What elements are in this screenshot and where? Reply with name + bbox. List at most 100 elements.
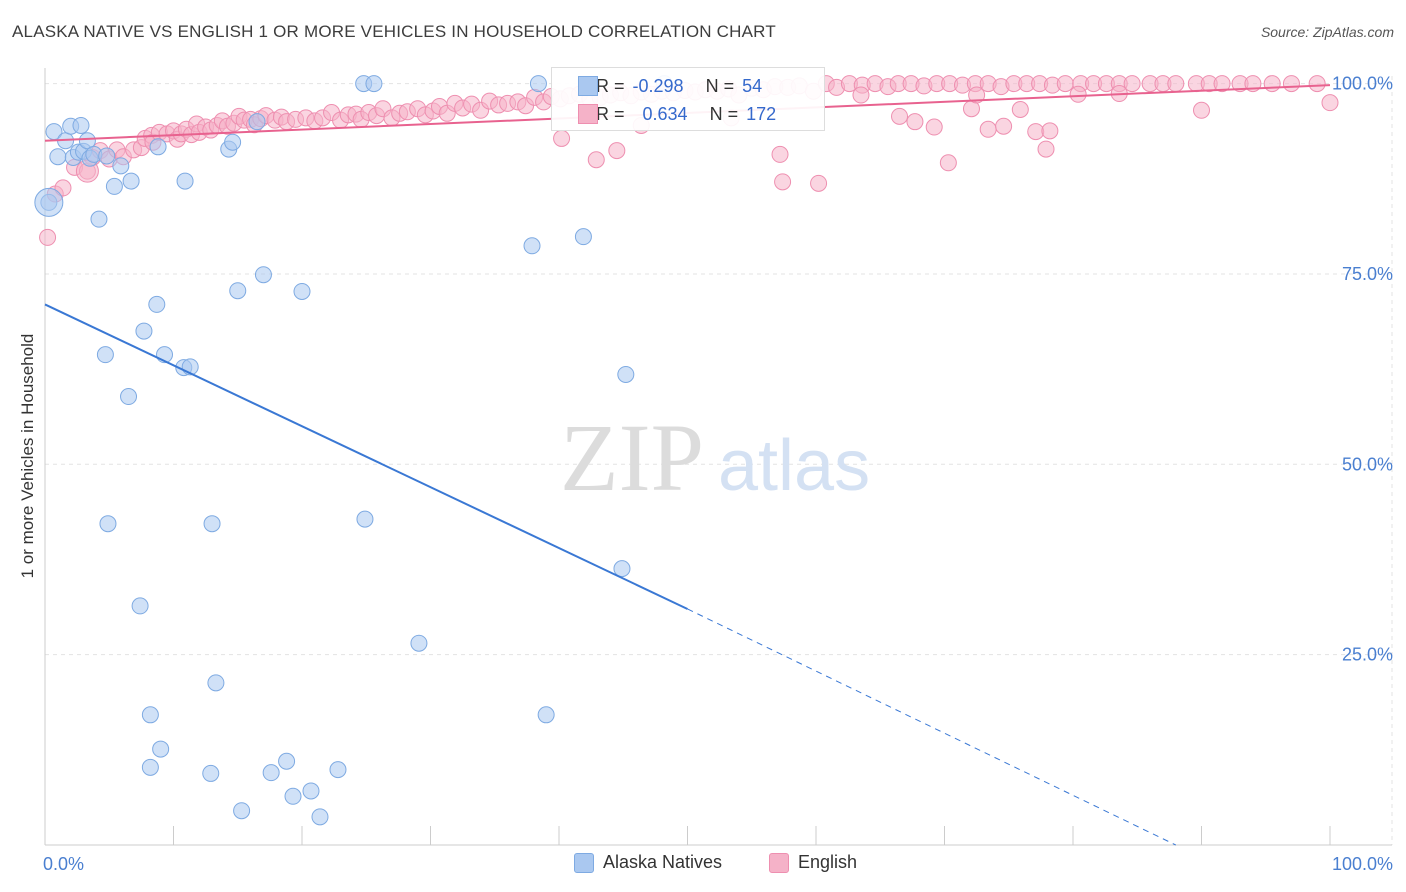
english-point (54, 179, 72, 197)
r-label: R = (596, 103, 625, 124)
alaska-natives-trend-extension (687, 608, 1177, 846)
legend-label: Alaska Natives (603, 852, 723, 872)
alaska-natives-point (410, 634, 428, 652)
tick-labels: 25.0% 50.0% 75.0% 100.0% 0.0% 100.0% (43, 74, 1393, 874)
alaska-natives-point (523, 237, 541, 255)
english-point (608, 142, 626, 160)
alaska-natives-point (141, 758, 159, 776)
alaska-natives-point (72, 116, 90, 134)
legend-label: English (798, 852, 858, 872)
n-label: N = (705, 75, 735, 96)
alaska-natives-point (248, 113, 266, 131)
english-point (979, 120, 997, 138)
y-axis-label: 1 or more Vehicles in Household (18, 333, 37, 579)
english-point (1282, 75, 1300, 93)
english-point (1263, 75, 1281, 93)
english-swatch (578, 104, 598, 124)
english-point (1069, 85, 1087, 103)
r-value: 0.634 (642, 103, 688, 124)
english-point (1027, 123, 1045, 141)
alaska-natives-point (120, 388, 138, 406)
alaska-natives-point (141, 706, 159, 724)
alaska-natives-swatch (578, 76, 598, 96)
alaska-natives-point (311, 808, 329, 826)
alaska-natives-point (176, 172, 194, 190)
r-label: R = (596, 75, 625, 96)
english-point (553, 129, 571, 147)
stats-legend: R = -0.298 N = 54 R = 0.634 N = 172 (551, 67, 825, 131)
english-point (1011, 101, 1029, 119)
alaska-natives-point (148, 295, 166, 313)
alaska-natives-point (207, 674, 225, 692)
english-point (1213, 75, 1231, 93)
alaska-natives-point (262, 764, 280, 782)
alaska-natives-point (78, 132, 96, 150)
r-value: -0.298 (632, 75, 684, 96)
alaska-natives-point (96, 346, 114, 364)
x-tick-label: 100.0% (1332, 854, 1393, 874)
alaska-natives-point (90, 210, 108, 228)
english-point (968, 86, 986, 104)
alaska-natives-trend-line (44, 303, 688, 610)
legend-item-alaska-natives[interactable]: Alaska Natives (574, 852, 722, 873)
alaska-natives-point (329, 761, 347, 779)
alaska-natives-point (122, 172, 140, 190)
alaska-natives-point (356, 510, 374, 528)
english-point (774, 173, 792, 191)
alaska-natives-point (112, 157, 130, 175)
y-tick-label: 50.0% (1342, 454, 1393, 474)
alaska-natives-point (574, 228, 592, 246)
english-point (891, 107, 909, 125)
alaska-natives-point (98, 147, 116, 165)
english-point (1321, 94, 1339, 112)
alaska-natives-point (233, 802, 251, 820)
alaska-natives-point (254, 266, 272, 284)
watermark-zip: ZIP (560, 404, 704, 511)
alaska-natives-point (617, 365, 635, 383)
english-point (939, 154, 957, 172)
y-tick-label: 75.0% (1342, 264, 1393, 284)
english-point (906, 113, 924, 131)
alaska-natives-point (105, 177, 123, 195)
english-point (1041, 122, 1059, 140)
english-point (810, 174, 828, 192)
alaska-natives-point (229, 282, 247, 300)
y-tick-label: 25.0% (1342, 645, 1393, 665)
english-point (1308, 75, 1326, 93)
alaska-natives-point (49, 148, 67, 166)
alaska-natives-point (202, 764, 220, 782)
watermark: ZIP atlas (560, 404, 870, 511)
alaska-natives-point (293, 282, 311, 300)
alaska-natives-point (34, 187, 64, 217)
alaska-natives-point (203, 515, 221, 533)
n-label: N = (709, 103, 739, 124)
english-legend-swatch (769, 852, 789, 873)
alaska-natives-point (131, 597, 149, 615)
english-point (1123, 75, 1141, 93)
english-point (925, 118, 943, 136)
english-point (1193, 101, 1210, 119)
alaska-natives-point (99, 515, 117, 533)
alaska-natives-legend-swatch (574, 852, 594, 873)
alaska-natives-point (613, 560, 631, 578)
alaska-natives-points (34, 75, 673, 826)
n-value: 54 (742, 75, 763, 96)
alaska-natives-point (537, 706, 555, 724)
alaska-natives-point (284, 787, 302, 805)
n-value: 172 (746, 103, 777, 124)
english-point (852, 86, 870, 104)
stats-row-english: R = 0.634 N = 172 (578, 102, 777, 126)
english-point (39, 228, 57, 246)
chart-title: ALASKA NATIVE VS ENGLISH 1 OR MORE VEHIC… (12, 22, 776, 41)
alaska-natives-point (135, 322, 153, 340)
alaska-natives-point (149, 138, 167, 156)
bottom-legend: Alaska Natives English (0, 852, 1406, 878)
legend-item-english[interactable]: English (769, 852, 857, 873)
alaska-natives-point (302, 782, 320, 800)
alaska-natives-point (365, 75, 383, 93)
alaska-natives-point (278, 752, 296, 770)
y-tick-label: 100.0% (1332, 74, 1393, 94)
alaska-natives-point (224, 133, 242, 151)
english-point (587, 151, 605, 169)
